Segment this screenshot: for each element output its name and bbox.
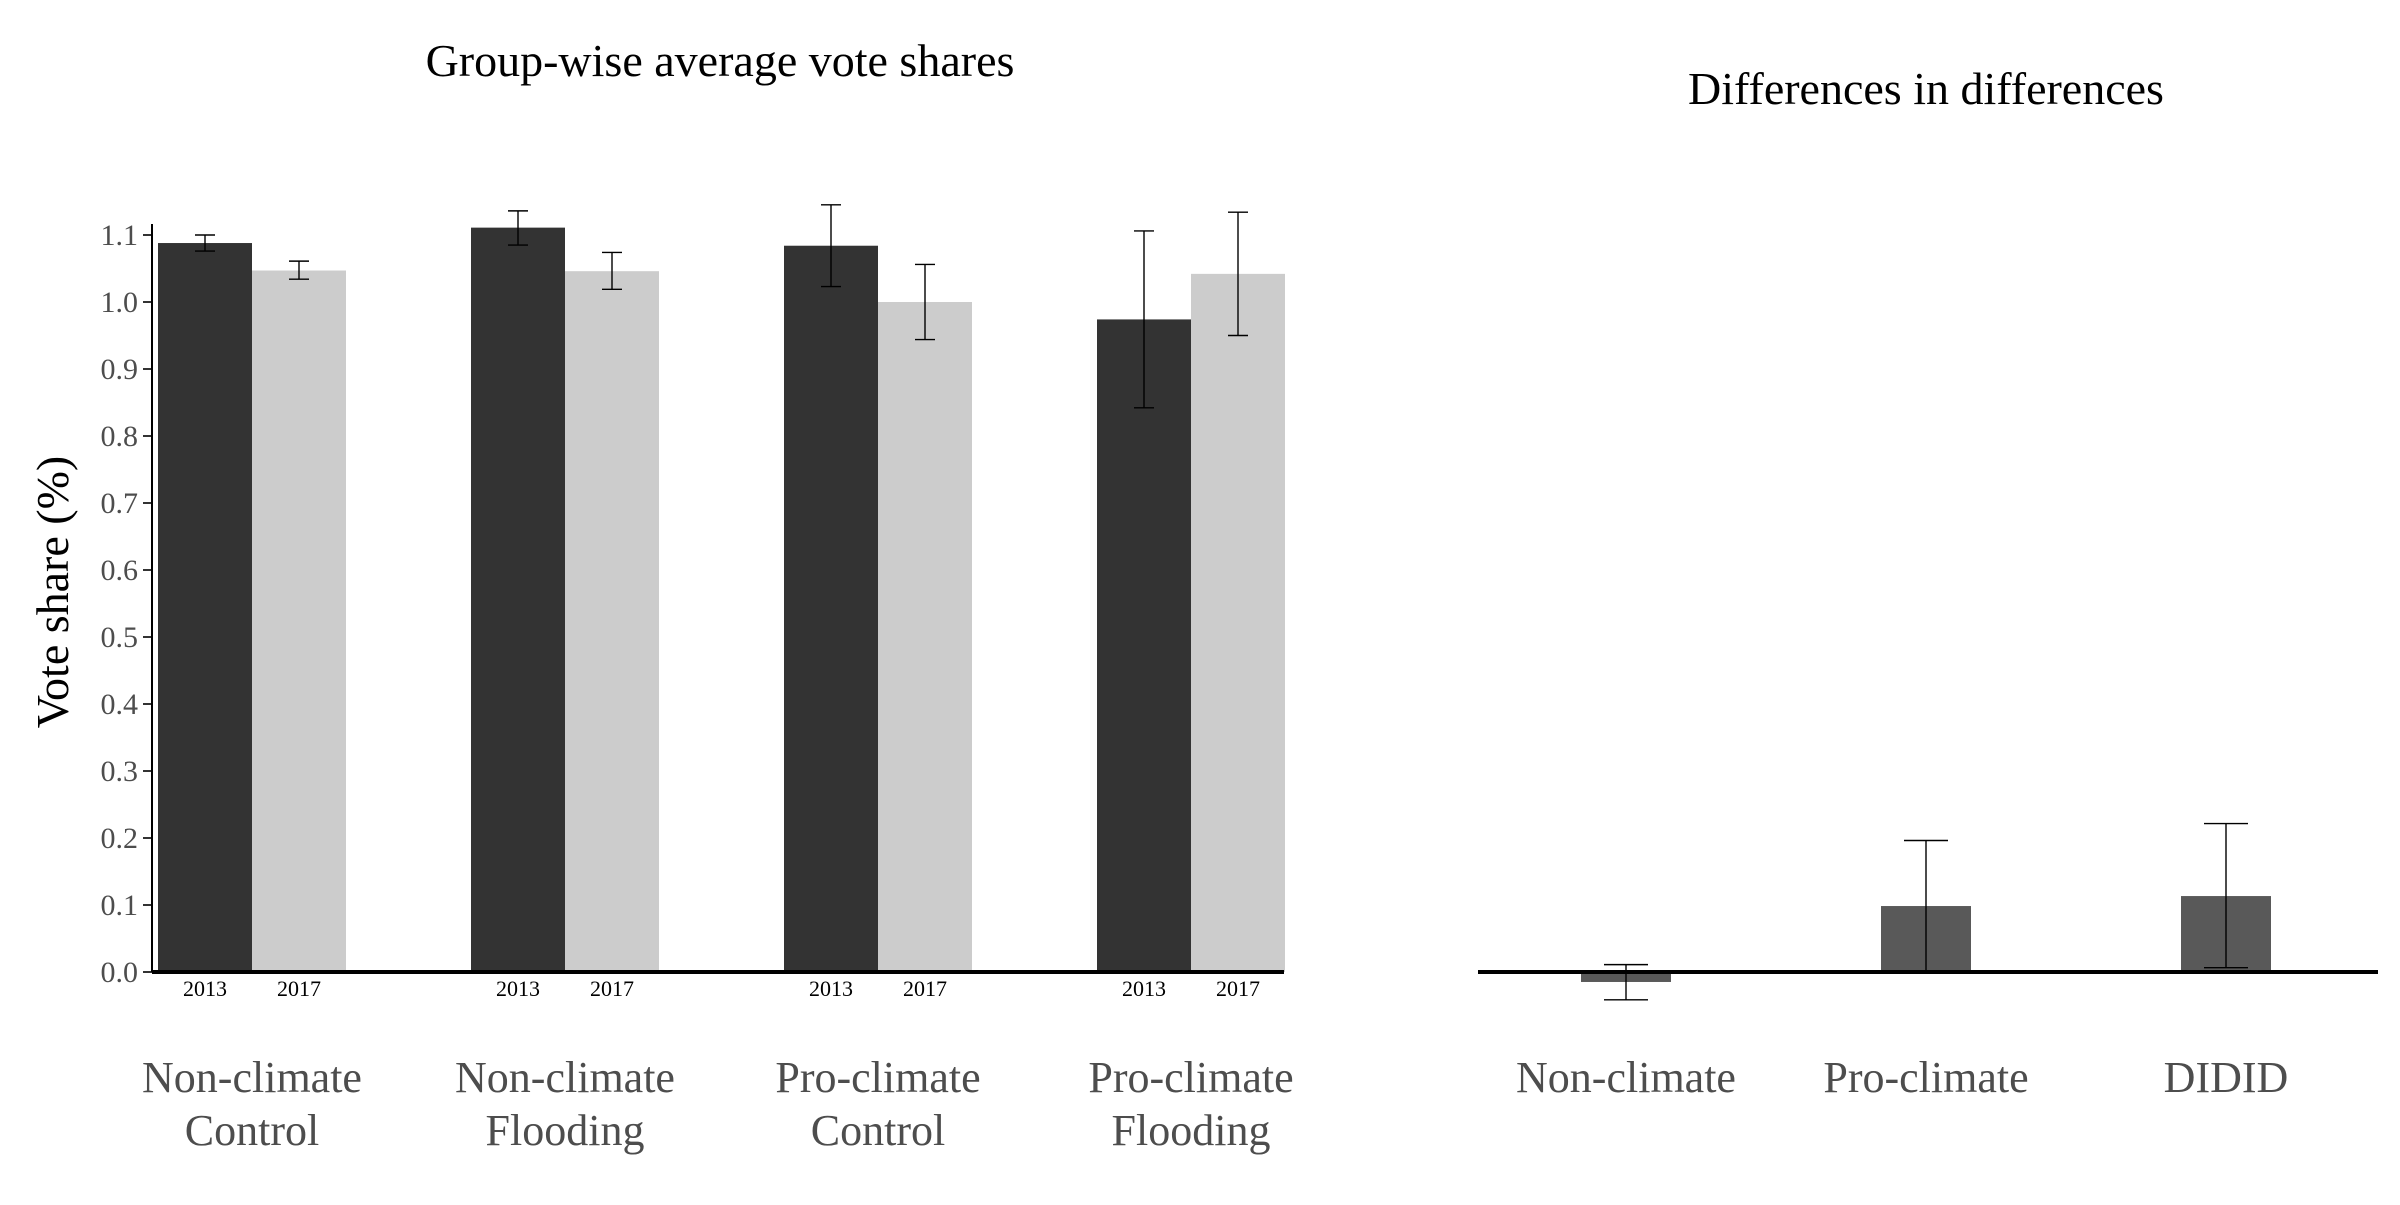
category-label: Non-climate xyxy=(1516,1053,1736,1102)
bar-2013 xyxy=(784,245,878,973)
year-tick-label: 2017 xyxy=(590,976,634,1001)
y-tick-label: 0.6 xyxy=(101,554,139,587)
year-tick-label: 2017 xyxy=(903,976,947,1001)
category-label: DIDID xyxy=(2164,1053,2289,1102)
y-tick-label: 0.2 xyxy=(101,822,139,855)
group-label: Pro-climate xyxy=(775,1053,980,1102)
y-tick-label: 1.0 xyxy=(101,286,139,319)
bar-2013 xyxy=(1097,319,1191,972)
right-panel-title: Differences in differences xyxy=(1688,63,2164,114)
bar-2017 xyxy=(252,270,346,972)
group-label: Non-climate xyxy=(455,1053,675,1102)
y-tick-label: 1.1 xyxy=(101,219,139,252)
group-label: Flooding xyxy=(1112,1106,1271,1155)
bar-2017 xyxy=(878,302,972,972)
year-tick-label: 2013 xyxy=(183,976,227,1001)
group-label: Control xyxy=(185,1106,319,1155)
y-axis-label: Vote share (%) xyxy=(27,456,78,729)
bar-2013 xyxy=(471,227,565,972)
year-tick-label: 2017 xyxy=(277,976,321,1001)
year-tick-label: 2017 xyxy=(1216,976,1260,1001)
y-tick-label: 0.5 xyxy=(101,621,139,654)
group-label: Pro-climate xyxy=(1088,1053,1293,1102)
year-tick-label: 2013 xyxy=(1122,976,1166,1001)
group-label: Control xyxy=(811,1106,945,1155)
bar-2013 xyxy=(158,243,252,973)
group-label: Non-climate xyxy=(142,1053,362,1102)
y-tick-label: 0.4 xyxy=(101,688,139,721)
y-tick-label: 0.7 xyxy=(101,487,139,520)
bar-2017 xyxy=(565,271,659,972)
year-tick-label: 2013 xyxy=(496,976,540,1001)
right-panel-diff-in-diff: Differences in differences Non-climate Pr… xyxy=(1478,63,2378,1102)
y-tick-label: 0.9 xyxy=(101,353,139,386)
group-label: Flooding xyxy=(486,1106,645,1155)
category-label: Pro-climate xyxy=(1823,1053,2028,1102)
y-tick-label: 0.3 xyxy=(101,755,139,788)
year-tick-label: 2013 xyxy=(809,976,853,1001)
y-tick-label: 0.1 xyxy=(101,889,139,922)
left-panel-title: Group-wise average vote shares xyxy=(426,35,1015,86)
bar-2017 xyxy=(1191,273,1285,972)
y-tick-label: 0.8 xyxy=(101,420,139,453)
left-panel-group-averages: Group-wise average vote shares Vote shar… xyxy=(27,35,1294,1155)
y-tick-label: 0.0 xyxy=(101,956,139,989)
